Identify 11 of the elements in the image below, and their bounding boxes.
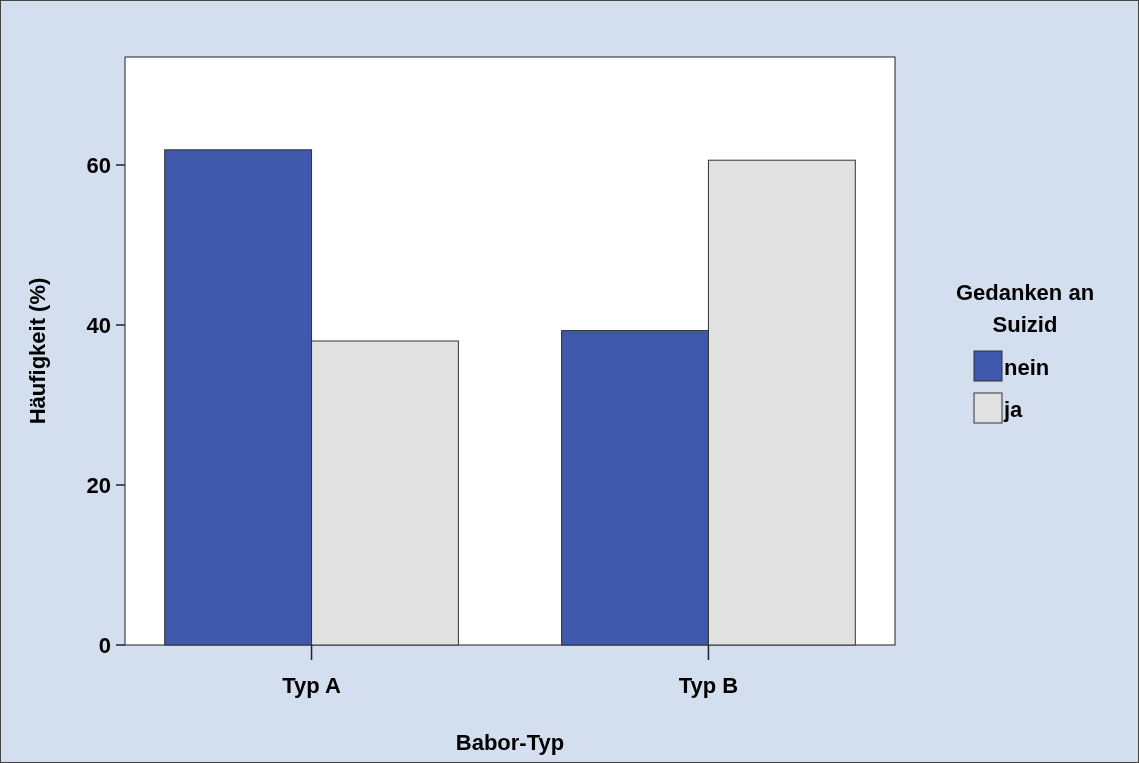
legend-label: ja [1003,397,1024,422]
y-axis-title: Häufigkeit (%) [25,277,50,425]
y-tick-label: 20 [86,472,111,498]
y-tick-label: 40 [86,312,111,338]
y-tick-label: 0 [98,632,111,658]
legend-title: Gedanken an Suizid [955,280,1095,337]
x-axis-title: Babor-Typ [455,730,565,755]
x-tick-label: Typ B [678,673,739,698]
legend-label: nein [1004,355,1050,380]
y-tick-label: 60 [86,152,111,178]
x-tick-label: Typ A [282,673,341,698]
